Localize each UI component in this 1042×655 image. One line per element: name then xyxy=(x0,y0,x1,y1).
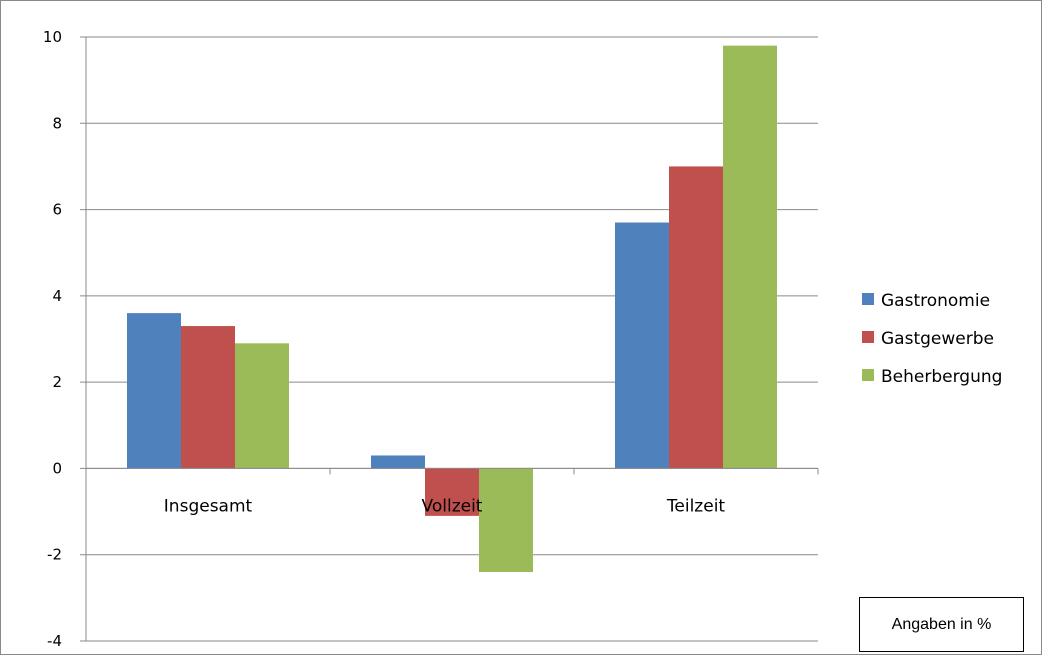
y-tick-label: -2 xyxy=(47,546,62,564)
legend-label: Gastronomie xyxy=(881,291,990,311)
y-tick-label: 8 xyxy=(52,114,62,132)
legend-label: Beherbergung xyxy=(881,367,1002,387)
bar-gastronomie-insgesamt xyxy=(127,313,181,469)
category-labels: Insgesamt Vollzeit Teilzeit xyxy=(164,496,726,516)
bar-beherbergung-vollzeit xyxy=(479,468,533,572)
bar-gastronomie-vollzeit xyxy=(371,455,425,469)
bar-beherbergung-teilzeit xyxy=(723,45,777,469)
category-label: Teilzeit xyxy=(666,496,726,516)
legend: Gastronomie Gastgewerbe Beherbergung xyxy=(862,291,1002,387)
bar-gastronomie-teilzeit xyxy=(615,222,669,469)
bar-gastgewerbe-insgesamt xyxy=(181,326,235,469)
legend-swatch xyxy=(862,331,874,343)
legend-swatch xyxy=(862,293,874,305)
bar-beherbergung-insgesamt xyxy=(235,343,289,469)
legend-label: Gastgewerbe xyxy=(881,329,994,349)
y-tick-labels: -4 -2 0 2 4 6 8 10 xyxy=(43,28,62,650)
category-label: Vollzeit xyxy=(422,496,483,516)
unit-annotation: Angaben in % xyxy=(859,597,1024,652)
axes xyxy=(85,37,819,641)
legend-swatch xyxy=(862,369,874,381)
category-label: Insgesamt xyxy=(164,496,253,516)
y-tick-label: 2 xyxy=(52,373,62,391)
y-tick-label: -4 xyxy=(47,632,62,650)
bars xyxy=(127,45,777,572)
y-tick-label: 4 xyxy=(52,287,62,305)
bar-gastgewerbe-teilzeit xyxy=(669,166,723,469)
y-tick-label: 0 xyxy=(52,459,62,477)
y-tick-label: 6 xyxy=(52,201,62,219)
bar-gastgewerbe-vollzeit xyxy=(425,468,479,516)
y-tick-label: 10 xyxy=(43,28,62,46)
